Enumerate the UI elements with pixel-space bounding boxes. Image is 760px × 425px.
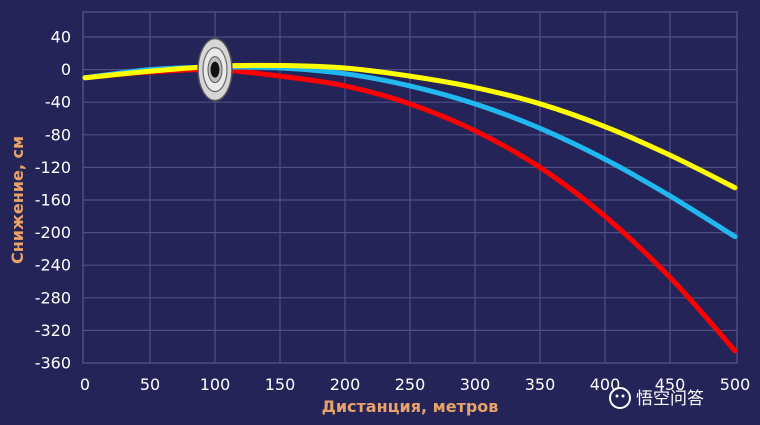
y-axis-title: Снижение, см	[8, 136, 27, 264]
target-icon	[197, 37, 233, 102]
x-tick-label: 400	[590, 375, 621, 394]
target-bullseye	[210, 61, 220, 78]
x-tick-labels: 0 50 100 150 200 250 300 350 400 450 500	[80, 375, 750, 394]
x-axis-title: Дистанция, метров	[322, 397, 499, 416]
x-tick-label: 450	[655, 375, 686, 394]
grid	[82, 11, 738, 364]
y-tick-label: 0	[61, 60, 71, 79]
y-tick-label: -360	[35, 354, 71, 373]
x-tick-label: 0	[80, 375, 90, 394]
watermark-logo-icon	[609, 387, 631, 409]
x-tick-label: 500	[720, 375, 751, 394]
watermark: 悟空问答	[609, 387, 704, 409]
y-tick-label: -120	[35, 158, 71, 177]
y-tick-label: -200	[35, 223, 71, 242]
y-tick-label: 40	[51, 28, 71, 47]
x-tick-label: 150	[265, 375, 296, 394]
y-tick-labels: 40 0 -40 -80 -120 -160 -200 -240 -280 -320 -360	[35, 28, 71, 373]
x-tick-label: 350	[525, 375, 556, 394]
watermark-text: 悟空问答	[636, 389, 704, 409]
x-tick-label: 250	[395, 375, 426, 394]
y-tick-label: -280	[35, 288, 71, 307]
x-tick-label: 100	[200, 375, 231, 394]
x-tick-label: 300	[460, 375, 491, 394]
y-tick-label: -160	[35, 191, 71, 210]
x-tick-label: 200	[330, 375, 361, 394]
y-tick-label: -320	[35, 321, 71, 340]
y-tick-label: -240	[35, 256, 71, 275]
y-tick-label: -40	[45, 93, 71, 112]
y-tick-label: -80	[45, 125, 71, 144]
x-tick-label: 50	[140, 375, 160, 394]
